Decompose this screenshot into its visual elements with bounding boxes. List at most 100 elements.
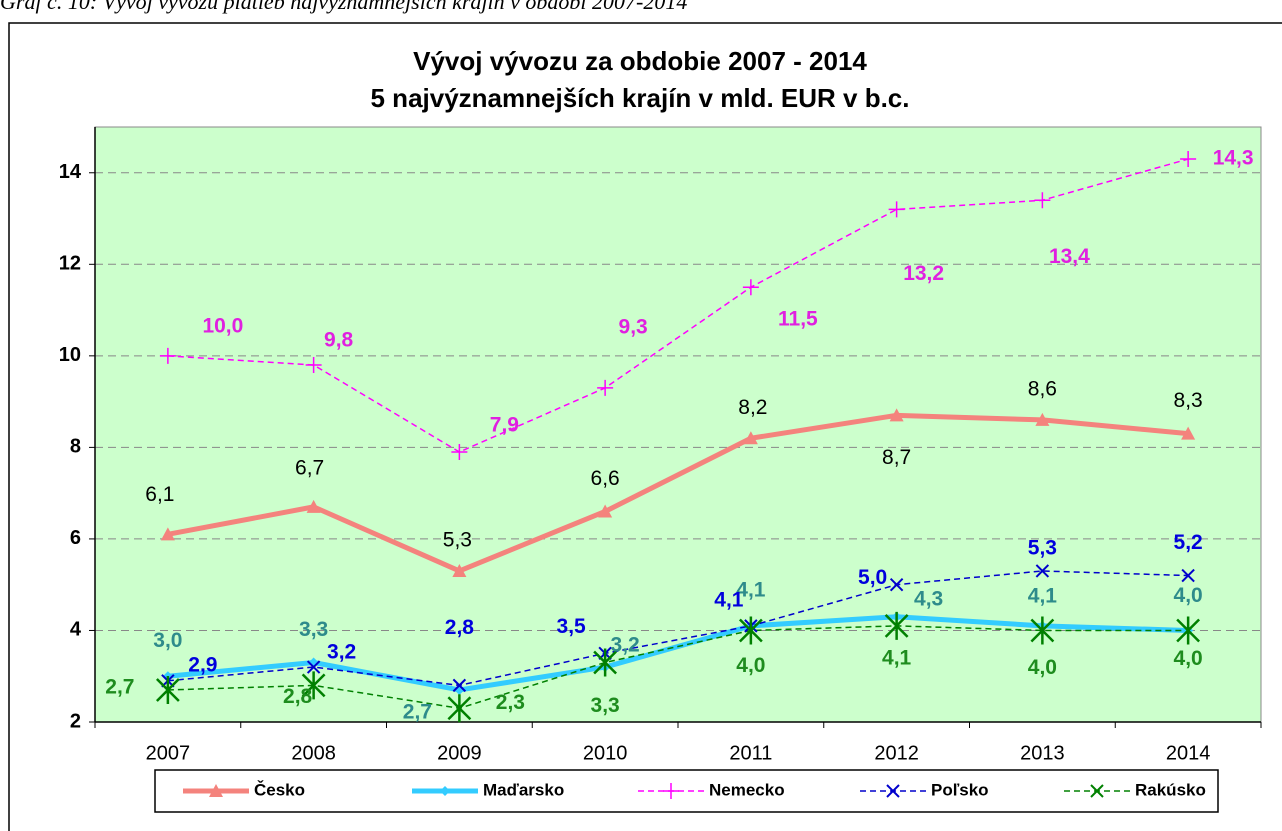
point [159,347,176,364]
point [451,443,468,460]
legend-label: Česko [254,780,305,799]
legend-label: Poľsko [931,780,989,799]
point [742,279,759,296]
legend-label: Nemecko [709,780,785,799]
point [452,678,467,693]
data-label: 6,6 [591,467,620,490]
x-tick-label: 2008 [291,742,336,764]
data-label: 4,1 [1028,584,1058,607]
x-tick-label: 2014 [1166,742,1211,764]
legend-marker [440,786,450,796]
point [1035,564,1050,578]
point [452,563,467,577]
data-label: 8,2 [738,396,767,419]
data-label: 4,1 [882,646,912,669]
data-label: 2,8 [283,685,313,708]
data-label: 4,0 [736,654,765,677]
y-tick-label: 14 [59,161,82,183]
series-line [167,412,1189,574]
data-label: 8,6 [1028,377,1057,400]
series-line [167,158,1189,453]
legend-label: Rakúsko [1135,780,1206,799]
data-label: 2,8 [445,616,475,639]
data-label: 4,1 [714,588,744,611]
point [1030,616,1055,645]
y-tick-label: 6 [70,527,81,549]
data-label: 2,7 [403,701,432,724]
data-label: 3,2 [611,634,640,657]
y-tick-label: 2 [70,710,81,732]
caption: Graf č. 10: Vývoj vývozu platieb najvýzn… [0,0,687,14]
point [1180,151,1197,168]
data-label: 3,3 [299,618,328,641]
data-label: 10,0 [202,314,243,337]
data-label: 3,3 [591,694,620,717]
point [155,675,180,704]
x-tick-label: 2009 [437,742,482,764]
point [743,431,758,445]
data-label: 6,7 [295,456,324,479]
point [1035,412,1050,426]
point [305,357,322,373]
point [301,671,326,700]
y-tick-label: 8 [70,436,81,458]
point [884,611,909,640]
x-tick-label: 2013 [1020,742,1065,764]
series-line [167,570,1189,687]
point [306,660,321,674]
x-tick-label: 2007 [146,742,191,764]
data-label: 3,2 [327,641,356,664]
point [1181,426,1196,440]
data-label: 8,3 [1174,389,1203,412]
data-label: 3,5 [557,615,587,638]
y-tick-label: 12 [59,253,81,275]
point [306,499,321,513]
point [593,648,618,677]
data-label: 5,2 [1174,531,1203,554]
point [888,201,905,218]
legend-marker [1090,784,1104,798]
chart-title: Vývoj vývozu za obdobie 2007 - 2014 [413,46,867,76]
data-label: 13,2 [903,262,944,285]
point [738,616,763,645]
point [889,577,904,592]
data-label: 4,0 [1174,647,1203,670]
point [160,527,175,541]
data-label: 2,7 [105,676,134,699]
x-tick-label: 2010 [583,742,628,764]
legend-marker [663,783,679,799]
chart-subtitle: 5 najvýznamnejších krajín v mld. EUR v b… [371,83,910,113]
point [889,408,904,422]
legend-label: Maďarsko [483,780,564,799]
point [447,694,472,723]
data-label: 2,3 [496,691,525,714]
data-label: 5,3 [1028,537,1057,560]
x-tick-label: 2011 [729,742,772,764]
data-label: 9,8 [324,329,354,352]
data-label: 13,4 [1049,245,1090,268]
point [1034,192,1051,209]
legend [154,769,1219,813]
legend-marker [886,784,900,798]
data-label: 11,5 [778,308,818,331]
y-tick-label: 4 [70,619,82,641]
y-tick-label: 10 [59,344,81,366]
x-tick-label: 2012 [874,742,919,764]
data-label: 4,0 [1174,584,1203,607]
data-label: 14,3 [1213,147,1254,170]
point [1181,568,1195,583]
point [1176,616,1201,645]
data-label: 4,3 [914,587,943,610]
data-label: 7,9 [490,414,519,437]
legend-marker [209,784,223,797]
data-label: 2,9 [188,653,217,676]
data-label: 9,3 [619,315,648,338]
data-label: 5,3 [443,529,472,552]
series-line [167,625,1189,710]
data-label: 3,0 [153,629,182,652]
data-label: 6,1 [145,483,174,506]
data-label: 4,0 [1028,656,1057,679]
